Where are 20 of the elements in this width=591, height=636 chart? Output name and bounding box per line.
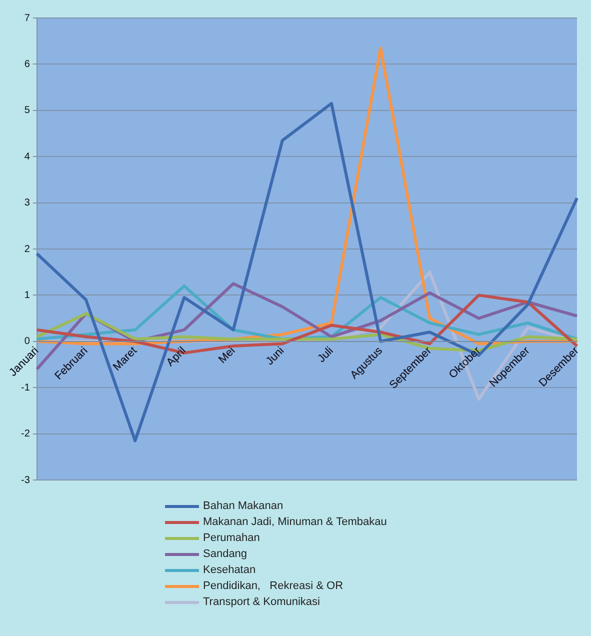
legend-label: Transport & Komunikasi	[203, 596, 320, 608]
y-tick-label: -2	[20, 428, 30, 440]
legend-label: Perumahan	[203, 532, 260, 544]
y-tick-label: -3	[20, 474, 30, 486]
legend-label: Pendidikan, Rekreasi & OR	[203, 580, 344, 592]
legend-label: Bahan Makanan	[203, 500, 284, 512]
y-tick-label: -1	[20, 382, 30, 394]
y-tick-label: 7	[24, 12, 30, 24]
y-tick-label: 4	[24, 151, 30, 162]
y-tick-label: 1	[24, 290, 30, 301]
x-tick-label: Juli	[316, 344, 336, 366]
y-tick-label: 5	[24, 105, 30, 116]
legend-label: Kesehatan	[203, 564, 256, 576]
legend-label: Sandang	[203, 548, 248, 560]
x-tick-label: Mei	[216, 344, 238, 366]
y-tick-label: 6	[24, 58, 30, 70]
y-tick-label: 0	[24, 336, 30, 348]
y-tick-label: 3	[24, 198, 30, 209]
legend-label: Makanan Jadi, Minuman & Tembakau	[203, 516, 387, 528]
y-tick-label: 2	[24, 244, 30, 255]
